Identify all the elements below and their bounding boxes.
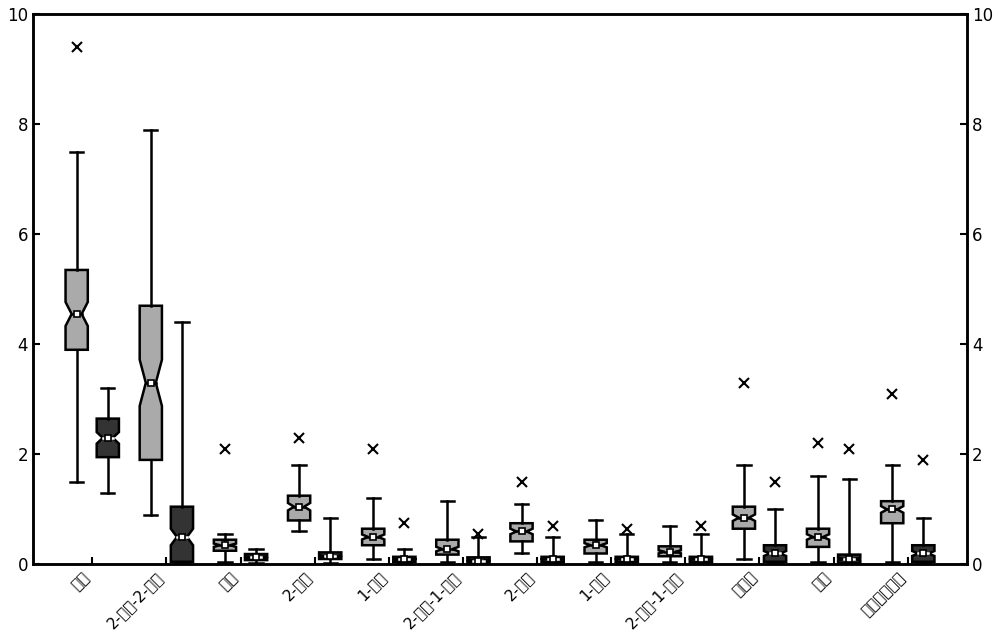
Polygon shape — [66, 270, 88, 350]
Polygon shape — [362, 529, 384, 545]
Polygon shape — [140, 306, 162, 460]
Polygon shape — [690, 557, 712, 562]
Polygon shape — [838, 554, 860, 563]
Polygon shape — [585, 540, 607, 554]
Polygon shape — [659, 546, 681, 556]
Polygon shape — [542, 557, 564, 562]
Polygon shape — [171, 507, 193, 561]
Polygon shape — [245, 554, 267, 560]
Polygon shape — [319, 553, 341, 559]
Polygon shape — [616, 557, 638, 562]
Polygon shape — [807, 529, 829, 547]
Polygon shape — [436, 540, 458, 554]
Polygon shape — [288, 496, 310, 521]
Polygon shape — [733, 507, 755, 529]
Polygon shape — [467, 558, 490, 563]
Polygon shape — [912, 545, 934, 561]
Polygon shape — [510, 523, 533, 542]
Polygon shape — [764, 545, 786, 561]
Polygon shape — [393, 557, 415, 561]
Polygon shape — [881, 501, 903, 523]
Polygon shape — [214, 540, 236, 551]
Polygon shape — [97, 419, 119, 457]
